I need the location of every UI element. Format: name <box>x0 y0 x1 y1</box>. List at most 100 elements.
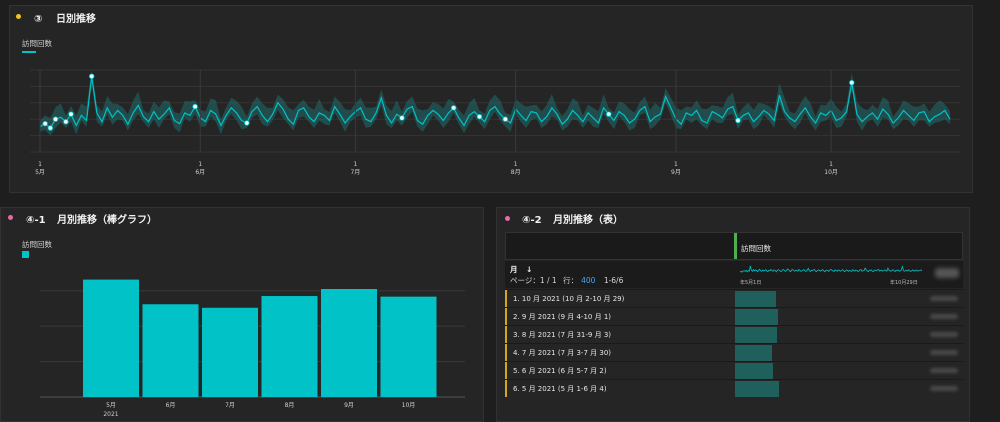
row-label: 4. 7 月 2021 (7 月 3-7 月 30) <box>513 349 612 357</box>
metric-column-marker <box>734 233 737 259</box>
x-tick-month: 8月 <box>511 169 521 176</box>
table-row[interactable]: 6. 5 月 2021 (5 月 1-6 月 4) <box>505 379 963 397</box>
sort-desc-icon[interactable]: ↓ <box>526 265 533 274</box>
bar-8月 <box>261 296 318 397</box>
legend-label: 訪問回数 <box>22 39 52 48</box>
pagination: ページ：1 / 1 行： 400 1-6/6 <box>510 275 623 286</box>
x-tick-day: 1 <box>198 161 202 168</box>
bar-6月 <box>142 304 199 397</box>
page-value[interactable]: 1 / 1 <box>539 276 557 285</box>
blurred-value <box>930 386 958 391</box>
monthly-bar-title: ④-1 月別推移（棒グラフ） <box>26 211 157 226</box>
x-tick-month: 6月 <box>195 169 205 176</box>
anomaly-point <box>192 103 198 110</box>
table-row[interactable]: 3. 8 月 2021 (7 月 31-9 月 3) <box>505 325 963 343</box>
blurred-value <box>930 332 958 337</box>
row-label: 5. 6 月 2021 (6 月 5-7 月 2) <box>513 367 607 375</box>
month-column-header[interactable]: 月 ↓ <box>510 264 532 275</box>
blurred-total <box>935 268 959 278</box>
row-range: 1-6/6 <box>603 276 624 285</box>
section-badge: ④-2 <box>522 215 542 226</box>
anomaly-point <box>244 120 250 126</box>
anomaly-point <box>450 105 457 111</box>
sparkline-end-label: 年10月29日 <box>890 280 918 286</box>
monthly-bar-chart[interactable]: 5月 6月 7月 8月 9月 10月 2021 <box>20 262 475 422</box>
x-tick-month: 5月 <box>35 169 45 176</box>
row-label: 6. 5 月 2021 (5 月 1-6 月 4) <box>513 385 607 393</box>
row-label: 1. 10 月 2021 (10 月 2-10 月 29) <box>513 295 625 303</box>
metric-sparkline <box>740 265 922 273</box>
daily-trend-title: ③ 日別推移 <box>34 10 96 25</box>
table-row[interactable]: 5. 6 月 2021 (6 月 5-7 月 2) <box>505 361 963 379</box>
row-value-bar <box>735 327 777 343</box>
bar-5月 <box>83 279 139 397</box>
rows-per-page-select[interactable]: 400 <box>581 276 596 285</box>
x-tick-day: 1 <box>674 161 678 168</box>
anomaly-point <box>63 119 69 125</box>
bar-10月 <box>380 296 437 397</box>
x-tick-label: 6月 <box>166 402 176 409</box>
x-tick-label: 10月 <box>402 402 416 409</box>
x-tick-day: 1 <box>514 161 518 168</box>
x-tick-label: 8月 <box>285 402 295 409</box>
anomaly-point <box>399 115 405 121</box>
confidence-band <box>40 70 950 136</box>
row-label: 3. 8 月 2021 (7 月 31-9 月 3) <box>513 331 612 339</box>
row-value-bar <box>735 291 776 307</box>
month-header-label: 月 <box>510 265 518 274</box>
sparkline-start-label: 年5月1日 <box>740 280 762 286</box>
bar-9月 <box>321 289 377 397</box>
bar-7月 <box>202 307 258 397</box>
legend-swatch <box>22 251 29 258</box>
row-label: 2. 9 月 2021 (9 月 4-10 月 1) <box>513 313 612 321</box>
rows-label: 行： <box>563 276 579 285</box>
x-tick-day: 1 <box>38 161 42 168</box>
legend-label: 訪問回数 <box>22 240 52 249</box>
row-value-bar <box>735 381 780 397</box>
x-tick-label: 9月 <box>344 402 354 409</box>
blurred-value <box>930 296 958 301</box>
row-accent <box>505 290 507 307</box>
blurred-value <box>930 314 958 319</box>
section-badge: ④-1 <box>26 215 46 226</box>
table-row[interactable]: 2. 9 月 2021 (9 月 4-10 月 1) <box>505 307 963 325</box>
row-accent <box>505 362 507 379</box>
anomaly-point <box>52 116 59 122</box>
anomaly-point <box>735 117 741 124</box>
anomaly-point <box>849 79 855 86</box>
anomaly-point <box>502 116 509 122</box>
x-tick-year: 2021 <box>103 411 118 418</box>
legend-swatch <box>22 51 36 53</box>
section-dot <box>8 215 13 220</box>
x-tick-label: 7月 <box>225 402 235 409</box>
metric-column-header[interactable]: 訪問回数 <box>741 244 771 253</box>
row-accent <box>505 308 507 325</box>
row-accent <box>505 326 507 343</box>
sparkline-path <box>740 265 922 273</box>
anomaly-point <box>89 73 95 80</box>
anomaly-point <box>606 111 612 117</box>
anomaly-point <box>476 113 483 120</box>
anomaly-point <box>42 120 48 127</box>
x-tick-month: 9月 <box>671 169 681 176</box>
x-tick-label: 5月 <box>106 402 116 409</box>
section-dot <box>16 14 21 19</box>
blurred-value <box>930 368 958 373</box>
row-accent <box>505 344 507 361</box>
x-tick-month: 7月 <box>350 169 360 176</box>
x-tick-day: 1 <box>829 161 833 168</box>
blurred-value <box>930 350 958 355</box>
x-tick-month: 10月 <box>824 169 838 176</box>
table-row[interactable]: 4. 7 月 2021 (7 月 3-7 月 30) <box>505 343 963 361</box>
row-accent <box>505 380 507 397</box>
anomaly-point <box>68 111 74 117</box>
anomaly-point <box>47 125 54 131</box>
section-title-text: 月別推移（棒グラフ） <box>57 215 158 226</box>
section-dot <box>505 216 510 221</box>
row-value-bar <box>735 345 773 361</box>
row-value-bar <box>735 309 779 325</box>
table-row[interactable]: 1. 10 月 2021 (10 月 2-10 月 29) <box>505 289 963 307</box>
section-title-text: 月別推移（表） <box>553 215 624 226</box>
x-tick-day: 1 <box>353 161 357 168</box>
